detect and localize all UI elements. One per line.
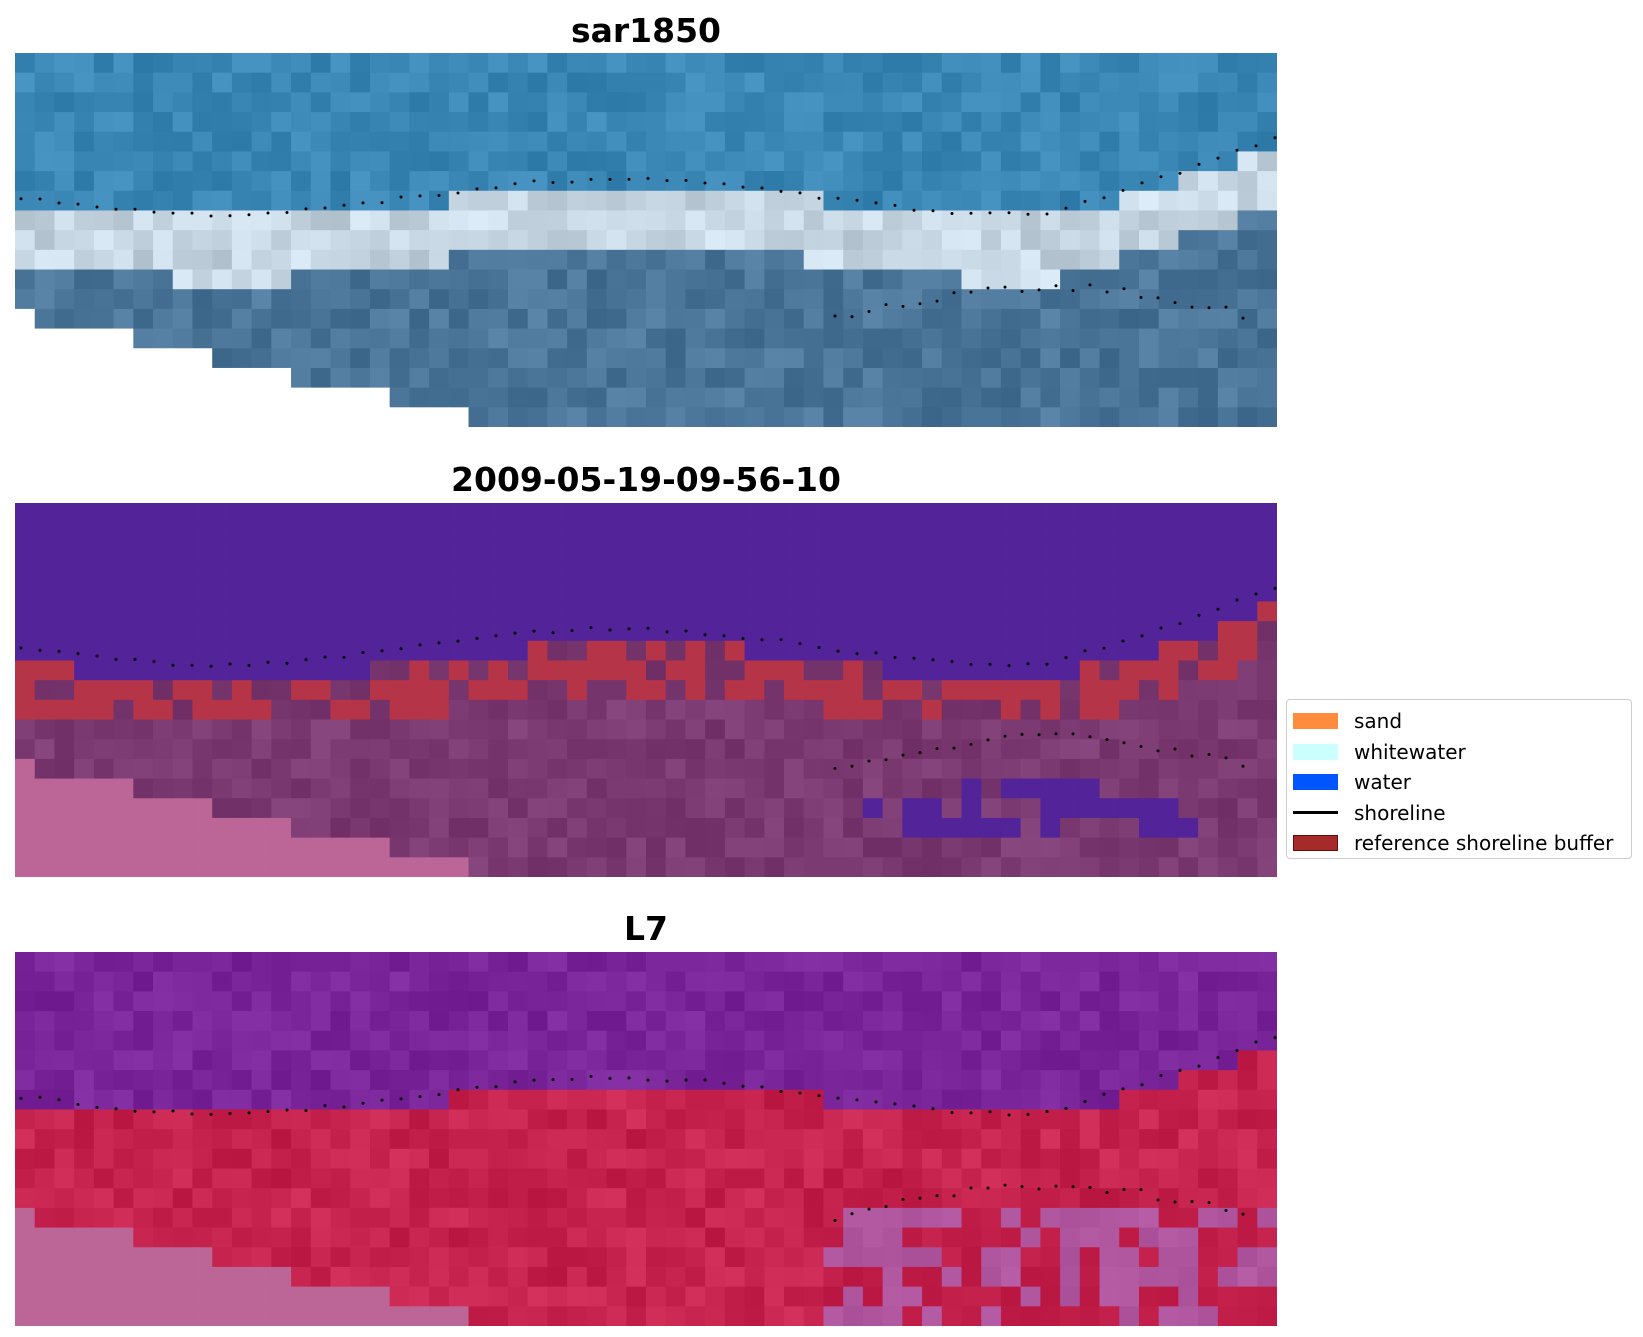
legend-label-sand: sand [1354,709,1403,734]
shoreline-line-icon [1293,811,1338,815]
panel-title-classification: 2009-05-19-09-56-10 [451,460,841,499]
legend-item-shoreline: shoreline [1293,798,1631,829]
rgb-image-canvas [15,53,1277,427]
legend-item-reference-buffer: reference shoreline buffer [1293,828,1631,859]
reference-buffer-swatch-icon [1293,835,1338,852]
panel-title-sar1850: sar1850 [570,11,722,50]
sand-swatch-icon [1293,713,1338,730]
water-swatch-icon [1293,774,1338,791]
legend-label-shoreline: shoreline [1354,800,1446,825]
false-color-image-canvas [15,952,1277,1326]
panel-classified-image [15,503,1277,877]
classified-image-canvas [15,503,1277,877]
legend: sand whitewater water shoreline referenc… [1286,699,1632,859]
whitewater-swatch-icon [1293,743,1338,760]
panel-title-l7: L7 [624,909,668,948]
legend-label-water: water [1354,770,1411,795]
legend-item-whitewater: whitewater [1293,737,1631,768]
legend-label-whitewater: whitewater [1354,739,1466,764]
panel-false-color-image [15,952,1277,1326]
legend-label-reference-buffer: reference shoreline buffer [1354,831,1614,856]
panel-rgb-image [15,53,1277,427]
legend-item-water: water [1293,767,1631,798]
legend-item-sand: sand [1293,706,1631,737]
